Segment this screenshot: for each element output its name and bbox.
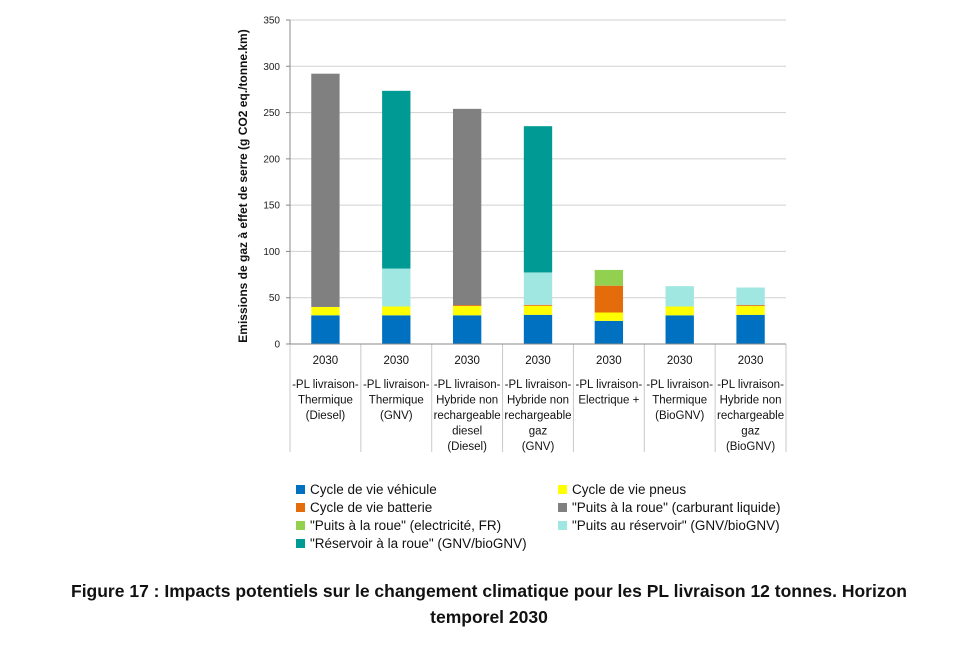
category-label: Hybride non [507,395,569,407]
bar-segment [736,287,765,306]
legend-item: "Puits à la roue" (carburant liquide) [558,500,798,515]
legend-swatch [558,503,567,512]
y-tick-label: 250 [263,108,280,119]
bar-segment [523,305,553,315]
legend-label: "Réservoir à la roue" (GNV/bioGNV) [310,536,527,551]
category-label: Hybride non [436,395,498,407]
category-label: -PL livraison- [434,379,501,391]
legend-label: Cycle de vie véhicule [310,482,437,497]
y-tick-label: 350 [263,16,280,27]
bar-segment [382,90,411,269]
caption-line-2: temporel 2030 [430,607,548,627]
bar-segment [594,269,624,286]
bar-segment [594,312,624,321]
legend-label: "Puits à la roue" (carburant liquide) [572,500,781,515]
y-tick-label: 200 [263,154,280,165]
bar-segment [736,305,765,307]
category-label: -PL livraison- [646,379,713,391]
bar-segment [452,306,482,316]
category-label: rechargeable [434,410,501,422]
category-label: Thermique [369,395,424,407]
legend-item: "Puits à la roue" (electricité, FR) [296,518,558,533]
legend-item: "Réservoir à la roue" (GNV/bioGNV) [296,536,558,551]
bar-segment [382,268,411,307]
y-tick-label: 150 [263,201,280,212]
legend: Cycle de vie véhicule Cycle de vie pneus C… [296,482,796,551]
legend-swatch [558,485,567,494]
category-label: (Diesel) [306,410,346,422]
legend-label: "Puits au réservoir" (GNV/bioGNV) [572,518,780,533]
category-label: (BioGNV) [726,441,775,453]
legend-swatch [296,521,305,530]
legend-swatch [296,503,305,512]
figure-caption: Figure 17 : Impacts potentiels sur le ch… [0,578,978,630]
category-label: (Diesel) [447,441,487,453]
legend-item: "Puits au réservoir" (GNV/bioGNV) [558,518,798,533]
bar-segment [523,126,553,273]
category-label: Electrique + [578,395,639,407]
bar-segment [311,315,340,344]
legend-item: Cycle de vie pneus [558,482,798,497]
bar-segment [523,272,553,305]
legend-label: Cycle de vie pneus [572,482,687,497]
y-tick-label: 300 [263,62,280,73]
category-label: Thermique [652,395,707,407]
category-label: rechargeable [717,410,784,422]
bar-segment [736,314,765,344]
legend-label: Cycle de vie batterie [310,500,433,515]
category-label: (BioGNV) [655,410,704,422]
legend-swatch [296,539,305,548]
stacked-bar-chart: Emissions de gaz à effet de serre (g CO2… [236,16,787,453]
bar-segment [665,286,694,307]
bar-segment [736,306,765,315]
category-label: -PL livraison- [717,379,784,391]
category-label: diesel [452,426,482,438]
category-label: Thermique [298,395,353,407]
category-label: gaz [529,426,548,438]
category-label: (GNV) [380,410,413,422]
legend-item: Cycle de vie véhicule [296,482,558,497]
category-year: 2030 [313,355,339,367]
bar-segment [382,306,411,316]
bar-segment [452,315,482,344]
legend-swatch [296,485,305,494]
category-label: -PL livraison- [505,379,572,391]
bar-segment [382,315,411,344]
bar-segment [452,305,482,307]
bar-segment [523,314,553,344]
category-label: Hybride non [720,395,782,407]
bar-segment [452,108,482,306]
y-tick-label: 50 [269,293,281,304]
category-year: 2030 [596,355,622,367]
bar-segment [311,306,340,316]
y-tick-label: 0 [274,340,280,351]
bar-segment [311,73,340,307]
category-year: 2030 [738,355,764,367]
category-year: 2030 [383,355,409,367]
bar-segment [665,306,694,316]
category-label: rechargeable [504,410,571,422]
legend-label: "Puits à la roue" (electricité, FR) [310,518,502,533]
category-label: (GNV) [522,441,555,453]
category-label: -PL livraison- [363,379,430,391]
bar-segment [594,285,624,313]
legend-item: Cycle de vie batterie [296,500,558,515]
bar-segment [523,304,553,306]
legend-swatch [558,521,567,530]
category-year: 2030 [667,355,693,367]
y-axis-label: Emissions de gaz à effet de serre (g CO2… [236,29,250,342]
caption-line-1: Figure 17 : Impacts potentiels sur le ch… [71,581,907,601]
y-tick-label: 100 [263,247,280,258]
category-label: -PL livraison- [576,379,643,391]
bar-segment [665,315,694,344]
bar-segment [594,320,624,344]
category-year: 2030 [525,355,551,367]
category-label: -PL livraison- [292,379,359,391]
category-label: gaz [741,426,760,438]
category-year: 2030 [454,355,480,367]
